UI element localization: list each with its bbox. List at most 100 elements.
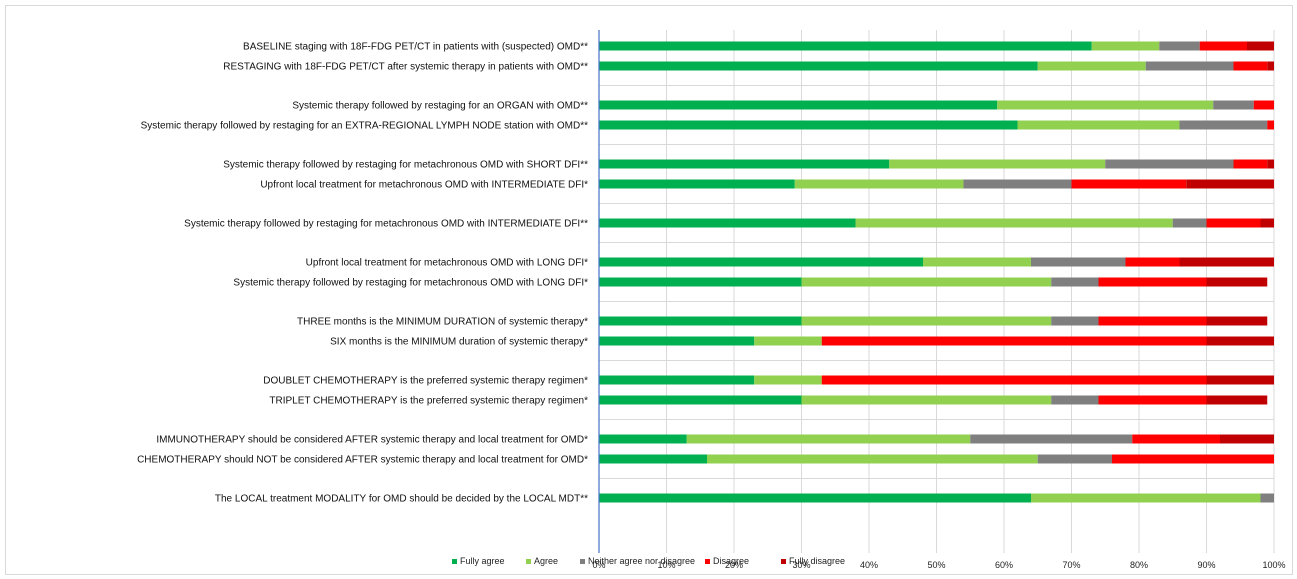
- bar-segment: [1051, 277, 1099, 287]
- bar-segment: [1206, 336, 1274, 346]
- category-label: Systemic therapy followed by restaging f…: [141, 121, 588, 132]
- category-label: Systemic therapy followed by restaging f…: [184, 219, 588, 230]
- category-label: DOUBLET CHEMOTHERAPY is the preferred sy…: [263, 376, 588, 387]
- bar-segment: [1132, 434, 1220, 444]
- bar-segment: [599, 179, 795, 189]
- x-tick-label: 0%: [592, 560, 605, 570]
- bar-segment: [1179, 257, 1274, 267]
- legend-swatch: [781, 559, 786, 564]
- bar-segment: [963, 179, 1072, 189]
- bar-segment: [599, 257, 923, 267]
- bar-segment: [599, 277, 802, 287]
- bar-segment: [1071, 179, 1187, 189]
- legend-label: Disagree: [713, 556, 749, 566]
- axis: 0% 10% 20% 30% 40% 50% 60% 70% 80% 90% 100%: [592, 30, 1286, 570]
- x-tick-label: 80%: [1130, 560, 1148, 570]
- category-label: The LOCAL treatment MODALITY for OMD sho…: [215, 494, 588, 505]
- bar-segment: [1037, 61, 1146, 71]
- bar-segment: [1213, 100, 1254, 110]
- legend-label: Fully disagree: [789, 556, 845, 566]
- bar-segment: [754, 375, 822, 385]
- category-label: CHEMOTHERAPY should NOT be considered AF…: [137, 455, 588, 466]
- x-tick-label: 70%: [1062, 560, 1080, 570]
- legend-label: Fully agree: [460, 556, 505, 566]
- bar-segment: [1098, 277, 1207, 287]
- x-tick-label: 20%: [725, 560, 743, 570]
- bar-segment: [801, 316, 1052, 326]
- bar-segment: [1233, 61, 1268, 71]
- bar-segment: [707, 454, 1038, 464]
- bar-segment: [1206, 218, 1261, 228]
- bar-segment: [1220, 434, 1274, 444]
- category-label: RESTAGING with 18F-FDG PET/CT after syst…: [223, 62, 588, 73]
- bar-segment: [997, 100, 1214, 110]
- bar-segment: [599, 41, 1092, 51]
- bar-segment: [1091, 41, 1160, 51]
- bar-segment: [801, 277, 1052, 287]
- category-label: THREE months is the MINIMUM DURATION of …: [297, 317, 588, 328]
- category-labels: BASELINE staging with 18F-FDG PET/CT in …: [137, 42, 588, 505]
- bar-segment: [1112, 454, 1274, 464]
- legend-swatch: [526, 559, 531, 564]
- bar-segment: [1179, 120, 1268, 130]
- category-label: Systemic therapy followed by restaging f…: [223, 160, 588, 171]
- bar-segment: [821, 375, 1207, 385]
- bar-segment: [1031, 257, 1126, 267]
- bar-segment: [923, 257, 1031, 267]
- x-tick-label: 100%: [1262, 560, 1285, 570]
- bar-segment: [1031, 493, 1261, 503]
- bar-segment: [1260, 218, 1274, 228]
- bar-segment: [1159, 41, 1200, 51]
- category-label: SIX months is the MINIMUM duration of sy…: [330, 337, 588, 348]
- bar-segment: [1206, 375, 1274, 385]
- x-tick-label: 10%: [657, 560, 675, 570]
- bar-segment: [1186, 179, 1274, 189]
- bar-segment: [1017, 120, 1180, 130]
- x-tick-label: 60%: [995, 560, 1013, 570]
- bar-segment: [1206, 395, 1268, 405]
- bar-segment: [794, 179, 964, 189]
- bar-segment: [1037, 454, 1112, 464]
- bar-segment: [1051, 395, 1099, 405]
- legend: Fully agree Agree Neither agree nor disagr…: [452, 556, 845, 566]
- bar-segment: [1145, 61, 1234, 71]
- bar-segment: [889, 159, 1106, 169]
- legend-label: Neither agree nor disagree: [588, 556, 695, 566]
- legend-swatch: [705, 559, 710, 564]
- bar-segment: [1206, 277, 1268, 287]
- bar-segment: [599, 454, 707, 464]
- legend-swatch: [452, 559, 457, 564]
- bar-segment: [1206, 316, 1268, 326]
- bar-segment: [1267, 120, 1274, 130]
- category-label: Systemic therapy followed by restaging f…: [292, 101, 588, 112]
- bar-segment: [1098, 395, 1207, 405]
- bar-segment: [1125, 257, 1180, 267]
- bar-segment: [599, 218, 856, 228]
- bar-segment: [1247, 41, 1274, 51]
- bar-segment: [599, 375, 755, 385]
- bar-segment: [855, 218, 1173, 228]
- bar-segment: [1253, 100, 1274, 110]
- bar-segment: [754, 336, 822, 346]
- category-label: BASELINE staging with 18F-FDG PET/CT in …: [243, 42, 588, 53]
- bar-segment: [599, 159, 890, 169]
- bar-segment: [1051, 316, 1099, 326]
- bar-segment: [1199, 41, 1247, 51]
- category-label: Upfront local treatment for metachronous…: [260, 180, 588, 191]
- bar-segment: [599, 336, 755, 346]
- bar-segment: [970, 434, 1133, 444]
- bar-segment: [1233, 159, 1268, 169]
- bar-segment: [599, 434, 687, 444]
- bar-segment: [1267, 159, 1274, 169]
- legend-swatch: [580, 559, 585, 564]
- category-label: TRIPLET CHEMOTHERAPY is the preferred sy…: [269, 396, 588, 407]
- bar-segment: [686, 434, 971, 444]
- bar-segment: [599, 493, 1031, 503]
- bar-segment: [1172, 218, 1207, 228]
- bar-segment: [599, 100, 998, 110]
- bar-segment: [599, 395, 802, 405]
- x-tick-label: 30%: [792, 560, 810, 570]
- legend-label: Agree: [534, 556, 558, 566]
- bar-segment: [599, 316, 802, 326]
- bar-segment: [599, 120, 1018, 130]
